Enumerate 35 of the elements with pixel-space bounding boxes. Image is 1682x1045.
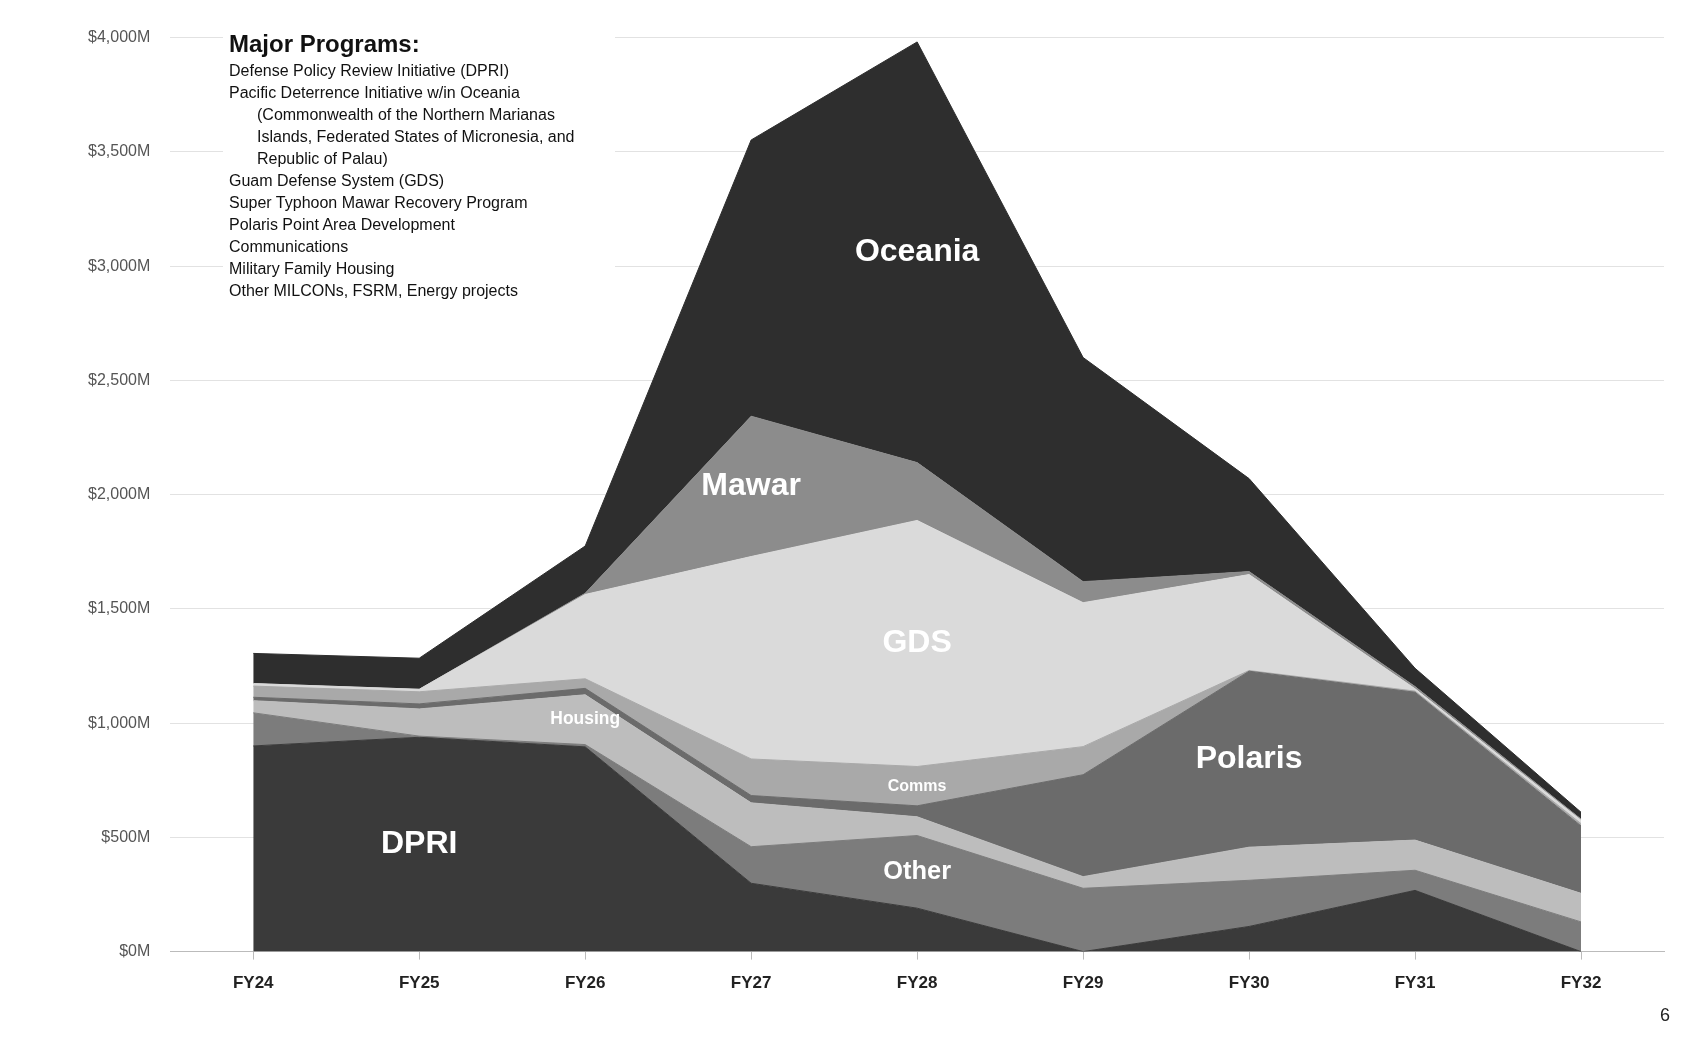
x-tick-label: FY28	[896, 973, 938, 993]
y-tick-label: $3,500M	[88, 142, 151, 160]
series-label: Other	[883, 855, 952, 884]
annotation: Communications	[229, 237, 350, 257]
y-tick-label: $1,500M	[88, 599, 151, 617]
x-tick-label: FY29	[1062, 973, 1104, 993]
annotation: Pacific Deterrence Initiative w/in Oceania (Commonwealth of the Northern Marianas Islands, Federated States of Micronesia, and Republic of Palau)	[229, 83, 576, 169]
y-tick-label: $2,500M	[88, 370, 151, 388]
series-label: Polaris	[1195, 739, 1303, 776]
y-tick-label: $1,000M	[88, 713, 151, 731]
y-tick-label: $4,000M	[88, 28, 151, 46]
x-tick-label: FY32	[1560, 973, 1602, 993]
y-tick-label: $2,000M	[88, 485, 151, 503]
y-tick-label: $3,000M	[88, 256, 151, 274]
series-label: Housing	[550, 708, 621, 729]
annotation: Major Programs:	[229, 30, 421, 58]
series-label: Comms	[887, 776, 947, 794]
annotation: Military Family Housing	[229, 259, 396, 279]
annotation: Super Typhoon Mawar Recovery Program	[229, 193, 529, 213]
x-tick-label: FY24	[232, 973, 275, 993]
annotation: Polaris Point Area Development	[229, 215, 456, 235]
annotation: Defense Policy Review Initiative (DPRI)	[229, 61, 511, 81]
x-tick-label: FY30	[1228, 973, 1270, 993]
x-tick-label: FY25	[398, 973, 440, 993]
annotation: Other MILCONs, FSRM, Energy projects	[229, 281, 519, 301]
series-label: Mawar	[701, 466, 801, 503]
y-tick-label: $0M	[119, 942, 151, 960]
x-tick-label: FY26	[564, 973, 606, 993]
text: 6	[1659, 1005, 1670, 1026]
y-tick-label: $500M	[101, 827, 151, 845]
series-label: Oceania	[854, 232, 980, 269]
annotation: Guam Defense System (GDS)	[229, 171, 446, 191]
x-tick-label: FY31	[1394, 973, 1436, 993]
x-tick-label: FY27	[730, 973, 772, 993]
series-label: DPRI	[380, 824, 458, 861]
